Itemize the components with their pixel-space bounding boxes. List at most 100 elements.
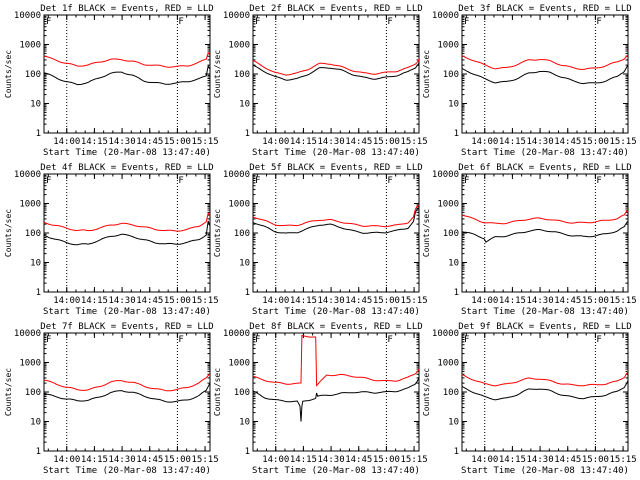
y-tick-label: 1 bbox=[36, 447, 41, 457]
series-line-lld bbox=[462, 54, 628, 70]
x-axis-title: Start Time (20-Mar-08 13:47:40) bbox=[43, 307, 211, 317]
x-tick-label: 14:30 bbox=[318, 455, 345, 465]
y-axis-title: Counts/sec bbox=[213, 368, 222, 416]
y-tick-label: 1000 bbox=[19, 41, 41, 51]
y-tick-label: 1000 bbox=[437, 41, 459, 51]
y-tick-label: 1 bbox=[36, 288, 41, 298]
marker-flag: F bbox=[387, 176, 392, 186]
panel-title: Det 1f BLACK = Events, RED = LLD bbox=[40, 4, 213, 14]
series-line-lld bbox=[253, 204, 419, 228]
y-axis-title: Counts/sec bbox=[4, 368, 13, 416]
x-tick-label: 14:00 bbox=[53, 455, 80, 465]
panel-1: Det 1f BLACK = Events, RED = LLD 1 10 100 10… bbox=[4, 4, 219, 158]
x-tick-label: 14:00 bbox=[262, 137, 289, 147]
x-axis-title: Start Time (20-Mar-08 13:47:40) bbox=[252, 148, 420, 158]
y-tick-label: 1 bbox=[245, 447, 250, 457]
y-tick-label: 10000 bbox=[432, 11, 459, 21]
x-tick-label: 15:00 bbox=[373, 455, 400, 465]
y-tick-label: 10000 bbox=[223, 170, 250, 180]
x-tick-label: 14:00 bbox=[471, 296, 498, 306]
x-tick-label: 14:45 bbox=[136, 296, 163, 306]
panel-3: Det 3f BLACK = Events, RED = LLD 1 10 100 10… bbox=[422, 4, 637, 158]
y-axis-title: Counts/sec bbox=[4, 50, 13, 98]
y-tick-label: 100 bbox=[443, 388, 459, 398]
x-tick-label: 15:15 bbox=[610, 455, 637, 465]
y-tick-label: 1 bbox=[245, 288, 250, 298]
series-line-events bbox=[462, 64, 628, 85]
y-axis-title: Counts/sec bbox=[4, 209, 13, 257]
corner-mark: F bbox=[255, 335, 260, 345]
series-line-events bbox=[462, 220, 628, 243]
x-axis-title: Start Time (20-Mar-08 13:47:40) bbox=[43, 148, 211, 158]
series-line-lld bbox=[462, 208, 628, 225]
x-tick-label: 14:45 bbox=[554, 455, 581, 465]
x-tick-label: 14:30 bbox=[318, 137, 345, 147]
y-tick-label: 100 bbox=[234, 388, 250, 398]
x-tick-label: 15:00 bbox=[164, 296, 191, 306]
y-tick-label: 1000 bbox=[19, 359, 41, 369]
x-tick-label: 15:00 bbox=[582, 455, 609, 465]
x-tick-label: 14:15 bbox=[499, 455, 526, 465]
y-tick-label: 1 bbox=[454, 288, 459, 298]
y-tick-label: 100 bbox=[443, 229, 459, 239]
x-axis-title: Start Time (20-Mar-08 13:47:40) bbox=[252, 307, 420, 317]
x-tick-label: 14:30 bbox=[109, 296, 136, 306]
marker-flag: F bbox=[178, 17, 183, 27]
y-tick-label: 10 bbox=[239, 259, 250, 269]
x-axis-title: Start Time (20-Mar-08 13:47:40) bbox=[461, 307, 629, 317]
y-tick-label: 10 bbox=[30, 259, 41, 269]
panel-4: Det 4f BLACK = Events, RED = LLD 1 10 100 10… bbox=[4, 163, 219, 317]
x-tick-label: 14:15 bbox=[81, 137, 108, 147]
y-tick-label: 1000 bbox=[228, 200, 250, 210]
y-axis-title: Counts/sec bbox=[213, 209, 222, 257]
x-tick-label: 15:00 bbox=[164, 455, 191, 465]
plot-frame bbox=[461, 332, 629, 452]
marker-flag: F bbox=[387, 17, 392, 27]
panel-9: Det 9f BLACK = Events, RED = LLD 1 10 100 10… bbox=[422, 322, 637, 476]
series-line-lld bbox=[44, 373, 210, 392]
y-tick-label: 1000 bbox=[228, 359, 250, 369]
y-tick-label: 1 bbox=[245, 129, 250, 139]
x-tick-label: 15:00 bbox=[373, 137, 400, 147]
y-tick-label: 100 bbox=[25, 229, 41, 239]
panel-title: Det 3f BLACK = Events, RED = LLD bbox=[458, 4, 631, 14]
x-tick-label: 14:00 bbox=[471, 455, 498, 465]
y-tick-label: 10000 bbox=[223, 329, 250, 339]
panel-7: Det 7f BLACK = Events, RED = LLD 1 10 100 10… bbox=[4, 322, 219, 476]
series-line-lld bbox=[253, 58, 419, 76]
panel-5: Det 5f BLACK = Events, RED = LLD 1 10 100 10… bbox=[213, 163, 428, 317]
series-line-events bbox=[253, 376, 419, 422]
x-tick-label: 14:15 bbox=[290, 296, 317, 306]
marker-flag: F bbox=[596, 176, 601, 186]
y-tick-label: 10 bbox=[239, 418, 250, 428]
corner-mark: F bbox=[255, 17, 260, 27]
y-tick-label: 1000 bbox=[437, 200, 459, 210]
x-tick-label: 14:15 bbox=[499, 296, 526, 306]
y-tick-label: 10000 bbox=[14, 170, 41, 180]
series-line-lld bbox=[44, 51, 210, 68]
plot-frame bbox=[461, 173, 629, 293]
x-tick-label: 15:15 bbox=[192, 455, 219, 465]
corner-mark: F bbox=[46, 335, 51, 345]
panel-8: Det 8f BLACK = Events, RED = LLD 1 10 100 10… bbox=[213, 322, 428, 476]
x-tick-label: 14:15 bbox=[290, 137, 317, 147]
x-tick-label: 15:00 bbox=[582, 296, 609, 306]
x-axis-title: Start Time (20-Mar-08 13:47:40) bbox=[461, 148, 629, 158]
panel-title: Det 8f BLACK = Events, RED = LLD bbox=[249, 322, 422, 332]
y-tick-label: 10000 bbox=[223, 11, 250, 21]
x-tick-label: 14:30 bbox=[527, 137, 554, 147]
y-tick-label: 10000 bbox=[14, 11, 41, 21]
x-tick-label: 14:30 bbox=[109, 137, 136, 147]
x-tick-label: 15:15 bbox=[610, 296, 637, 306]
y-tick-label: 100 bbox=[234, 70, 250, 80]
series-line-lld bbox=[462, 370, 628, 387]
y-tick-label: 100 bbox=[25, 388, 41, 398]
x-tick-label: 14:15 bbox=[499, 137, 526, 147]
x-tick-label: 14:00 bbox=[471, 137, 498, 147]
x-tick-label: 15:00 bbox=[582, 137, 609, 147]
x-axis-title: Start Time (20-Mar-08 13:47:40) bbox=[252, 466, 420, 476]
corner-mark: F bbox=[464, 176, 469, 186]
x-tick-label: 14:15 bbox=[81, 296, 108, 306]
y-tick-label: 10 bbox=[448, 100, 459, 110]
